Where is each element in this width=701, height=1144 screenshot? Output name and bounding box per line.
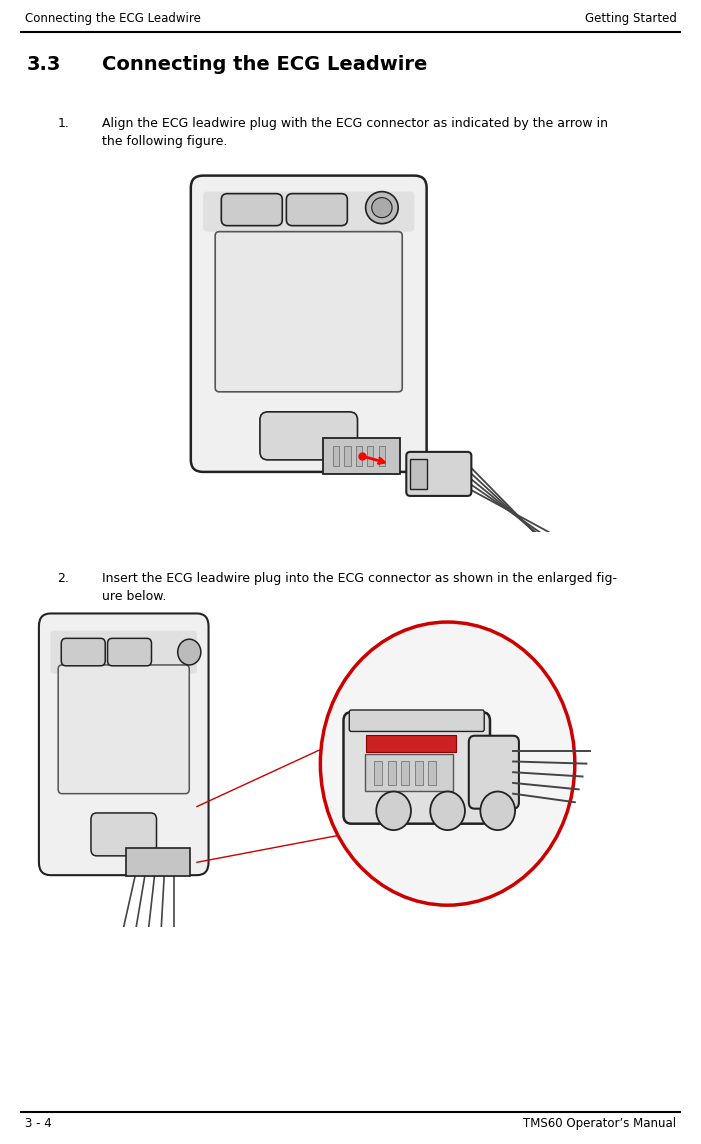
FancyBboxPatch shape [366,734,456,752]
FancyBboxPatch shape [356,446,362,466]
FancyBboxPatch shape [222,193,283,225]
FancyBboxPatch shape [203,191,414,231]
FancyBboxPatch shape [91,813,156,856]
FancyBboxPatch shape [58,665,189,794]
FancyBboxPatch shape [344,446,350,466]
FancyBboxPatch shape [50,630,197,674]
FancyBboxPatch shape [374,762,382,785]
Text: 3 - 4: 3 - 4 [25,1118,51,1130]
Circle shape [320,622,575,905]
FancyBboxPatch shape [379,446,385,466]
FancyBboxPatch shape [388,762,395,785]
Text: Insert the ECG leadwire plug into the ECG connector as shown in the enlarged fig: Insert the ECG leadwire plug into the EC… [102,572,617,603]
FancyBboxPatch shape [349,710,484,731]
FancyBboxPatch shape [61,638,105,666]
FancyBboxPatch shape [107,638,151,666]
Text: Connecting the ECG Leadwire: Connecting the ECG Leadwire [25,13,200,25]
Text: 1.: 1. [57,117,69,129]
Circle shape [376,792,411,831]
FancyBboxPatch shape [415,762,423,785]
Text: Getting Started: Getting Started [585,13,676,25]
Circle shape [430,792,465,831]
FancyBboxPatch shape [407,452,471,496]
Circle shape [480,792,515,831]
FancyBboxPatch shape [39,613,209,875]
FancyBboxPatch shape [126,848,191,876]
FancyBboxPatch shape [333,446,339,466]
Text: 2.: 2. [57,572,69,585]
FancyBboxPatch shape [367,446,374,466]
Circle shape [178,639,201,665]
FancyBboxPatch shape [260,412,358,460]
FancyBboxPatch shape [409,459,428,488]
FancyBboxPatch shape [428,762,436,785]
FancyBboxPatch shape [286,193,347,225]
Text: 3.3: 3.3 [27,55,61,74]
Text: Connecting the ECG Leadwire: Connecting the ECG Leadwire [102,55,427,74]
FancyBboxPatch shape [343,712,490,824]
FancyBboxPatch shape [365,754,453,791]
FancyBboxPatch shape [191,176,427,471]
Text: Align the ECG leadwire plug with the ECG connector as indicated by the arrow in
: Align the ECG leadwire plug with the ECG… [102,117,608,148]
Circle shape [372,198,392,217]
Text: TMS60 Operator’s Manual: TMS60 Operator’s Manual [524,1118,676,1130]
FancyBboxPatch shape [215,231,402,391]
FancyBboxPatch shape [402,762,409,785]
FancyBboxPatch shape [323,438,400,474]
FancyBboxPatch shape [469,736,519,809]
Circle shape [366,191,398,223]
